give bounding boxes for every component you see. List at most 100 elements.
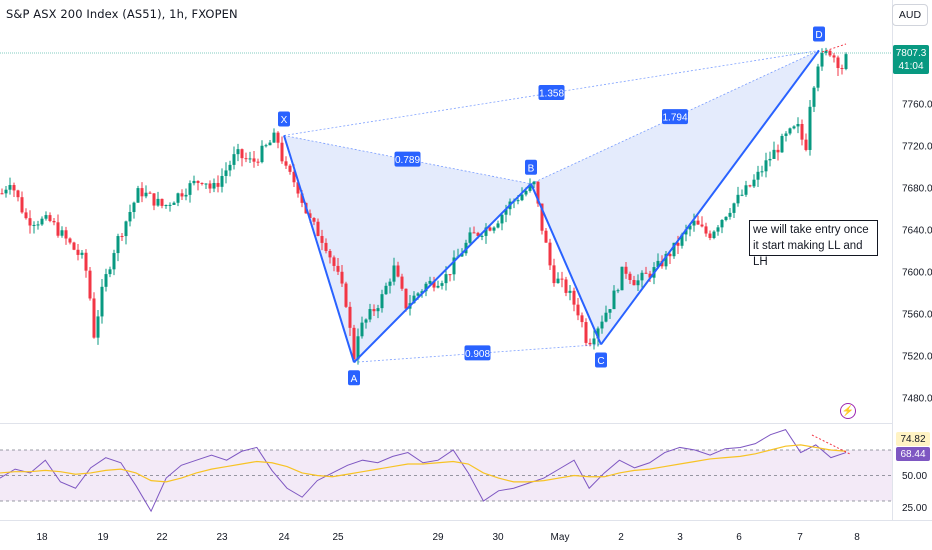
harmonic-pattern[interactable]: X A B C D 0.789 0.908 1.794 1.358 [278,26,847,386]
downtrend-line [821,43,847,53]
candle-body [788,128,792,134]
candle-body [364,319,368,323]
candle-body [536,181,540,204]
candle-body [812,87,816,107]
candle-body [760,171,764,173]
candle-body [400,276,404,289]
rsi-line [0,429,847,513]
candle-body [404,288,408,309]
candle-body [84,252,88,271]
candle-body [240,149,244,159]
candle-body [416,293,420,296]
rsi-ma-line [0,444,847,483]
time-axis[interactable]: 18 19 22 23 24 25 29 30 May 2 3 6 7 8 [36,532,860,543]
candle-body [568,290,572,293]
time-tick-label: 22 [156,532,168,543]
candle-body [580,315,584,323]
annotation-note[interactable]: we will take entry once it start making … [749,220,878,268]
candle-body [752,179,756,187]
candle-body [704,226,708,234]
pattern-ratio-label: 1.358 [539,88,564,99]
candle-body [308,213,312,219]
candle-body [436,285,440,288]
candle-body [112,253,116,270]
candle-body [380,294,384,309]
candle-body [632,280,636,286]
candle-body [164,204,168,206]
candle-body [516,200,520,202]
pattern-point-badge [348,370,360,386]
candle-body [252,158,256,162]
candle-body [264,145,268,147]
candle-body [76,249,80,255]
candle-body [176,193,180,203]
rsi-pane[interactable]: 50.00 25.00 [0,429,927,514]
time-tick-label: 25 [332,532,344,543]
candle-body [196,180,200,183]
candle-body [0,193,4,195]
candle-body [600,321,604,329]
candle-body [320,235,324,243]
candle-body [744,185,748,195]
candle-body [344,283,348,307]
bar-countdown: 41:04 [898,60,924,72]
candle-body [376,308,380,312]
time-tick-label: 7 [797,532,803,543]
currency-button[interactable]: AUD [892,4,928,26]
pattern-point-label: B [528,163,535,174]
candle-body [28,218,32,226]
candle-body [108,269,112,275]
time-tick-label: 23 [216,532,228,543]
candle-body [92,298,96,338]
candle-body [152,193,156,206]
candle-body [428,280,432,284]
candle-body [372,309,376,312]
price-tick-label: 7480.0 [902,394,932,405]
candle-body [504,209,508,215]
candle-body [24,212,28,219]
candle-body [692,220,696,226]
candle-body [736,194,740,204]
candle-body [828,50,832,56]
pattern-fill-xab [284,135,531,363]
price-tick-label: 7560.0 [902,310,932,321]
rsi-tick-label: 25.00 [902,503,927,514]
candle-body [584,322,588,343]
candle-body [52,220,56,223]
time-tick-label: May [551,532,570,543]
candle-body [120,236,124,238]
candle-body [592,338,596,345]
candle-body [44,215,48,219]
candle-body [40,218,44,225]
candle-body [68,238,72,243]
lightning-icon[interactable]: ⚡ [840,403,856,419]
candle-body [64,230,68,239]
candle-body [720,219,724,228]
candle-body [624,266,628,274]
candle-body [784,133,788,136]
price-axis[interactable]: 7760.0 7720.0 7680.0 7640.0 7600.0 7560.0 7520… [902,100,932,405]
pattern-leg-ab [353,183,532,364]
candle-body [420,291,424,294]
candle-body [80,252,84,255]
candle-body [740,194,744,196]
candle-body [12,185,16,191]
candle-body [792,126,796,129]
candle-body [276,132,280,143]
candle-body [256,161,260,163]
candle-body [88,270,92,299]
price-tick-label: 7640.0 [902,226,932,237]
candle-body [224,170,228,176]
candle-body [656,260,660,268]
candle-body [688,225,692,230]
pattern-ratio-label: 0.908 [465,349,490,360]
candle-body [764,160,768,172]
candle-body [368,309,372,320]
pattern-ratio-label: 0.789 [395,155,420,166]
time-tick-label: 6 [736,532,742,543]
pattern-point-label: A [351,374,358,385]
candle-body [640,272,644,281]
candle-body [796,124,800,127]
candle-body [448,274,452,276]
